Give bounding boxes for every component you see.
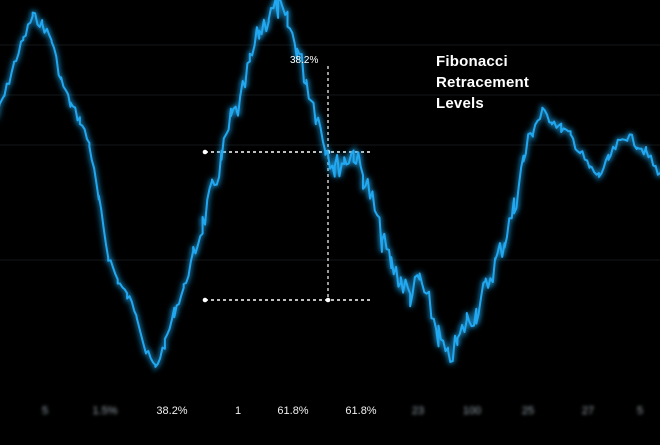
price-series bbox=[0, 0, 660, 373]
x-tick-label: 23 bbox=[411, 405, 425, 417]
x-tick-label: 27 bbox=[581, 405, 595, 417]
level-anchor-1-1 bbox=[325, 297, 331, 303]
series-line bbox=[0, 0, 660, 368]
x-tick-label: 61.8% bbox=[345, 405, 377, 417]
x-tick-label: 100 bbox=[462, 405, 482, 417]
level-annotation: 38.2% bbox=[290, 55, 319, 66]
x-tick-label: 5 bbox=[636, 405, 644, 417]
series-glow bbox=[0, 0, 660, 373]
chart-title-line-3: Levels bbox=[436, 95, 484, 112]
level-anchor-1-0 bbox=[202, 297, 208, 303]
x-tick-label: 1.5% bbox=[92, 405, 118, 417]
x-tick-label: 5 bbox=[41, 405, 49, 417]
x-tick-label: 1 bbox=[234, 405, 242, 417]
x-tick-label: 61.8% bbox=[277, 405, 309, 417]
level-anchor-0-0 bbox=[202, 149, 208, 155]
x-tick-label: 25 bbox=[521, 405, 535, 417]
chart-title-line-2: Retracement bbox=[436, 74, 530, 91]
fib-levels bbox=[0, 66, 660, 303]
chart-title-line-1: Fibonacci bbox=[436, 53, 508, 70]
x-tick-label: 38.2% bbox=[156, 405, 188, 417]
